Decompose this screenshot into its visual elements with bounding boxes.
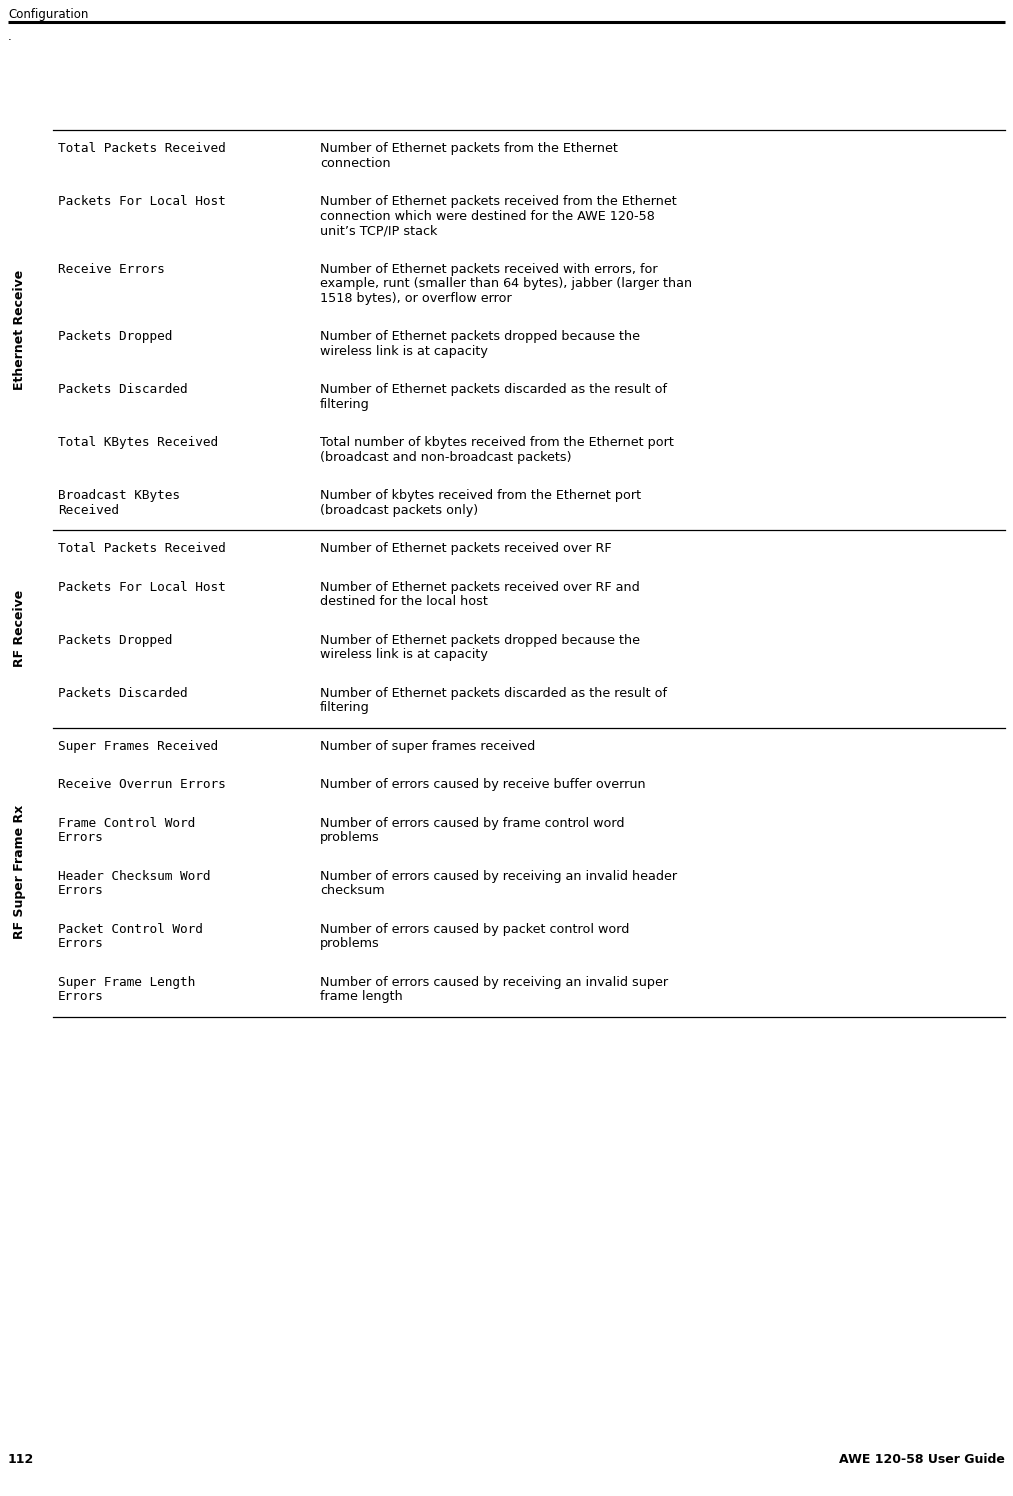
Text: Total Packets Received: Total Packets Received [58, 142, 226, 156]
Text: Errors: Errors [58, 936, 103, 950]
Text: unit’s TCP/IP stack: unit’s TCP/IP stack [320, 224, 438, 236]
Text: Super Frame Length: Super Frame Length [58, 975, 196, 989]
Text: Received: Received [58, 504, 119, 516]
Text: Ethernet Receive: Ethernet Receive [13, 269, 26, 390]
Text: wireless link is at capacity: wireless link is at capacity [320, 648, 488, 661]
Text: Frame Control Word: Frame Control Word [58, 817, 196, 829]
Text: checksum: checksum [320, 884, 385, 898]
Text: Packets Discarded: Packets Discarded [58, 383, 187, 396]
Text: 1518 bytes), or overflow error: 1518 bytes), or overflow error [320, 292, 512, 305]
Text: .: . [8, 30, 12, 43]
Text: AWE 120-58 User Guide: AWE 120-58 User Guide [839, 1453, 1005, 1466]
Text: Receive Overrun Errors: Receive Overrun Errors [58, 778, 226, 791]
Text: (broadcast packets only): (broadcast packets only) [320, 504, 478, 516]
Text: Number of errors caused by frame control word: Number of errors caused by frame control… [320, 817, 624, 829]
Text: Errors: Errors [58, 830, 103, 844]
Text: Errors: Errors [58, 884, 103, 898]
Text: 112: 112 [8, 1453, 34, 1466]
Text: problems: problems [320, 830, 380, 844]
Text: Packets Dropped: Packets Dropped [58, 331, 172, 343]
Text: Number of Ethernet packets discarded as the result of: Number of Ethernet packets discarded as … [320, 687, 667, 700]
Text: Number of errors caused by packet control word: Number of errors caused by packet contro… [320, 923, 629, 935]
Text: Packets Dropped: Packets Dropped [58, 633, 172, 646]
Text: frame length: frame length [320, 990, 403, 1002]
Text: Configuration: Configuration [8, 7, 88, 21]
Text: Total KBytes Received: Total KBytes Received [58, 435, 218, 449]
Text: RF Super Frame Rx: RF Super Frame Rx [13, 805, 26, 939]
Text: Number of errors caused by receiving an invalid super: Number of errors caused by receiving an … [320, 975, 669, 989]
Text: Header Checksum Word: Header Checksum Word [58, 869, 211, 883]
Text: destined for the local host: destined for the local host [320, 595, 488, 607]
Text: Number of Ethernet packets dropped because the: Number of Ethernet packets dropped becau… [320, 633, 640, 646]
Text: Super Frames Received: Super Frames Received [58, 739, 218, 752]
Text: Packets For Local Host: Packets For Local Host [58, 194, 226, 208]
Text: Number of errors caused by receive buffer overrun: Number of errors caused by receive buffe… [320, 778, 645, 791]
Text: Number of Ethernet packets dropped because the: Number of Ethernet packets dropped becau… [320, 331, 640, 343]
Text: Number of errors caused by receiving an invalid header: Number of errors caused by receiving an … [320, 869, 677, 883]
Text: Number of super frames received: Number of super frames received [320, 739, 535, 752]
Text: Number of Ethernet packets discarded as the result of: Number of Ethernet packets discarded as … [320, 383, 667, 396]
Text: Number of Ethernet packets from the Ethernet: Number of Ethernet packets from the Ethe… [320, 142, 618, 156]
Text: Packets For Local Host: Packets For Local Host [58, 580, 226, 594]
Text: Total number of kbytes received from the Ethernet port: Total number of kbytes received from the… [320, 435, 674, 449]
Text: Total Packets Received: Total Packets Received [58, 542, 226, 555]
Text: Number of Ethernet packets received with errors, for: Number of Ethernet packets received with… [320, 262, 657, 275]
Text: filtering: filtering [320, 398, 370, 410]
Text: (broadcast and non-broadcast packets): (broadcast and non-broadcast packets) [320, 450, 571, 464]
Text: connection which were destined for the AWE 120-58: connection which were destined for the A… [320, 209, 654, 223]
Text: Errors: Errors [58, 990, 103, 1002]
Text: Number of kbytes received from the Ethernet port: Number of kbytes received from the Ether… [320, 489, 641, 503]
Text: Packets Discarded: Packets Discarded [58, 687, 187, 700]
Text: Number of Ethernet packets received over RF: Number of Ethernet packets received over… [320, 542, 612, 555]
Text: example, runt (smaller than 64 bytes), jabber (larger than: example, runt (smaller than 64 bytes), j… [320, 277, 692, 290]
Text: filtering: filtering [320, 702, 370, 714]
Text: Number of Ethernet packets received from the Ethernet: Number of Ethernet packets received from… [320, 194, 677, 208]
Text: Receive Errors: Receive Errors [58, 262, 165, 275]
Text: wireless link is at capacity: wireless link is at capacity [320, 344, 488, 358]
Text: Broadcast KBytes: Broadcast KBytes [58, 489, 180, 503]
Text: problems: problems [320, 936, 380, 950]
Text: Number of Ethernet packets received over RF and: Number of Ethernet packets received over… [320, 580, 640, 594]
Text: RF Receive: RF Receive [13, 589, 26, 667]
Text: Packet Control Word: Packet Control Word [58, 923, 203, 935]
Text: connection: connection [320, 157, 391, 169]
